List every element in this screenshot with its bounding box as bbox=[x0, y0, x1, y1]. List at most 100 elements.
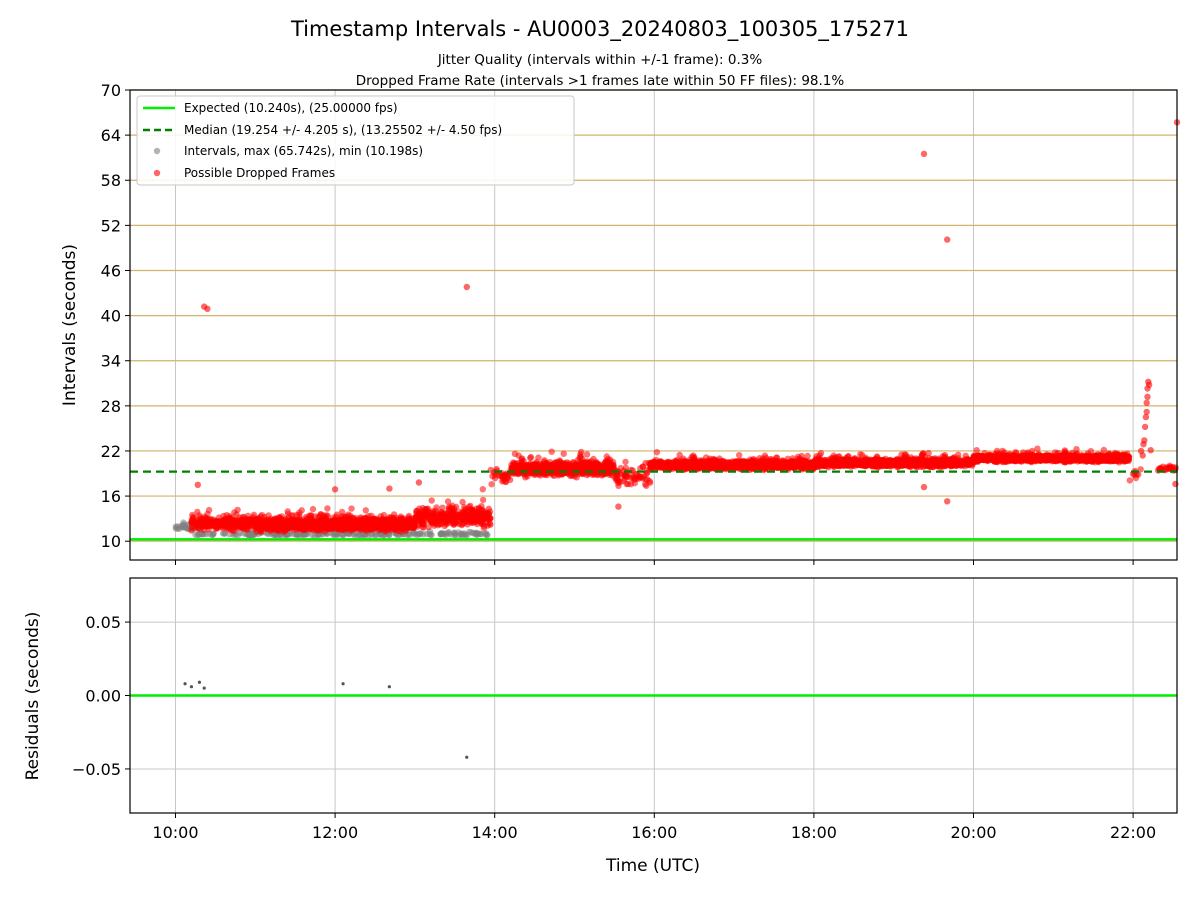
dropped-point-3716 bbox=[736, 452, 743, 459]
chart-title: Timestamp Intervals - AU0003_20240803_10… bbox=[290, 17, 909, 42]
dropped-point-2801 bbox=[623, 480, 630, 488]
dropped-point-1592 bbox=[345, 511, 352, 518]
dropped-point-2040 bbox=[491, 475, 499, 482]
dropped-point-1677 bbox=[341, 523, 348, 531]
interval-point-249 bbox=[477, 530, 485, 538]
dropped-point-3736 bbox=[653, 449, 661, 456]
dropped-point-4143 bbox=[695, 457, 703, 464]
dropped-point-3323 bbox=[676, 451, 683, 459]
interval-point-236 bbox=[221, 530, 228, 537]
dropped-point-2000 bbox=[431, 520, 438, 527]
dropped-point-4145 bbox=[759, 462, 766, 469]
interval-point-248 bbox=[210, 530, 217, 537]
dropped-point-266 bbox=[239, 521, 246, 529]
dropped-point-1651 bbox=[282, 527, 289, 534]
dropped-point-4105 bbox=[662, 462, 669, 470]
dropped-point-2735 bbox=[583, 451, 591, 458]
dropped-point-2732 bbox=[556, 464, 563, 471]
dropped-point-1653 bbox=[357, 515, 365, 522]
dropped-point-2021 bbox=[488, 481, 495, 488]
dropped-point-267 bbox=[205, 526, 212, 533]
dropped-point-1907 bbox=[428, 497, 435, 504]
dropped-point-4152 bbox=[675, 461, 682, 468]
dropped-point-2754 bbox=[562, 465, 570, 472]
dropped-point-2003 bbox=[479, 496, 487, 504]
interval-point-150 bbox=[437, 531, 444, 538]
dropped-point-2756 bbox=[572, 461, 579, 469]
dropped-point-1650 bbox=[257, 527, 265, 534]
dropped-point-2823 bbox=[633, 471, 641, 478]
dropped-point-1654 bbox=[390, 525, 398, 532]
dropped-point-264 bbox=[231, 518, 238, 525]
dropped-point-1989 bbox=[450, 521, 458, 528]
dropped-point-2737 bbox=[607, 461, 614, 469]
dropped-point-2002 bbox=[429, 511, 436, 519]
dropped-point-271 bbox=[241, 516, 248, 523]
dropped-point-1669 bbox=[400, 517, 407, 524]
dropped-point-2693 bbox=[604, 456, 612, 463]
dropped-point-1639 bbox=[287, 522, 294, 529]
dropped-point-2819 bbox=[624, 473, 631, 481]
dropped-point-1678 bbox=[309, 505, 317, 513]
dropped-point-1672 bbox=[319, 518, 327, 525]
dropped-point-1946 bbox=[448, 506, 456, 513]
dropped-point-1675 bbox=[295, 522, 302, 529]
dropped-point-1992 bbox=[443, 521, 450, 528]
dropped-point-1176 bbox=[348, 505, 355, 512]
dropped-point-1710 bbox=[444, 498, 452, 505]
interval-point-174 bbox=[461, 531, 468, 538]
dropped-point-4138 bbox=[699, 462, 706, 469]
dropped-point-223 bbox=[205, 506, 213, 514]
dropped-point-1260 bbox=[317, 511, 325, 518]
dropped-point-275 bbox=[189, 514, 197, 521]
chart-subtitle-dropped: Dropped Frame Rate (intervals >1 frames … bbox=[356, 73, 845, 89]
dropped-point-1600 bbox=[367, 525, 374, 532]
dropped-frames-series bbox=[188, 119, 1181, 536]
dropped-point-2665 bbox=[527, 454, 534, 462]
dropped-point-1981 bbox=[419, 520, 427, 527]
dropped-point-2752 bbox=[512, 468, 519, 475]
dropped-point-1679 bbox=[271, 521, 279, 528]
dropped-point-4118 bbox=[708, 461, 715, 468]
dropped-point-1945 bbox=[460, 509, 467, 517]
dropped-point-1912 bbox=[461, 504, 468, 511]
dropped-point-276 bbox=[213, 525, 220, 532]
dropped-point-2804 bbox=[646, 477, 653, 485]
dropped-point-1521 bbox=[298, 507, 305, 514]
dropped-point-2728 bbox=[560, 450, 567, 457]
dropped-point-4153 bbox=[688, 460, 695, 468]
dropped-point-2666 bbox=[543, 471, 551, 479]
dropped-point-2007 bbox=[477, 516, 484, 523]
dropped-point-2041 bbox=[504, 475, 511, 482]
dropped-point-2008 bbox=[423, 513, 430, 520]
dropped-point-2813 bbox=[614, 475, 621, 482]
dropped-point-1627 bbox=[330, 520, 338, 528]
dropped-point-2011 bbox=[414, 511, 421, 519]
dropped-point-204 bbox=[234, 506, 241, 514]
dropped-point-1673 bbox=[405, 520, 412, 528]
dropped-point-2599 bbox=[577, 453, 584, 460]
dropped-point-1659 bbox=[359, 523, 366, 530]
dropped-point-1571 bbox=[257, 513, 264, 520]
dropped-point-4149 bbox=[743, 459, 751, 466]
dropped-point-1676 bbox=[377, 518, 384, 526]
dropped-point-1674 bbox=[370, 517, 377, 525]
dropped-point-2009 bbox=[459, 515, 466, 523]
dropped-point-2744 bbox=[548, 448, 555, 455]
dropped-point-1991 bbox=[473, 505, 480, 512]
dropped-point-2791 bbox=[643, 482, 650, 489]
dropped-point-1663 bbox=[274, 515, 281, 522]
dropped-point-274 bbox=[204, 519, 212, 526]
dropped-point-1665 bbox=[264, 518, 271, 525]
dropped-point-255 bbox=[226, 515, 233, 522]
dropped-point-1645 bbox=[335, 521, 343, 528]
dropped-point-1967 bbox=[486, 508, 494, 515]
interval-point-28 bbox=[180, 524, 187, 531]
interval-point-156 bbox=[351, 531, 358, 539]
dropped-point-1977 bbox=[480, 525, 488, 532]
dropped-point-947 bbox=[338, 508, 346, 516]
dropped-point-1988 bbox=[471, 511, 479, 519]
dropped-point-270 bbox=[196, 512, 203, 519]
dropped-point-1619 bbox=[352, 520, 359, 527]
